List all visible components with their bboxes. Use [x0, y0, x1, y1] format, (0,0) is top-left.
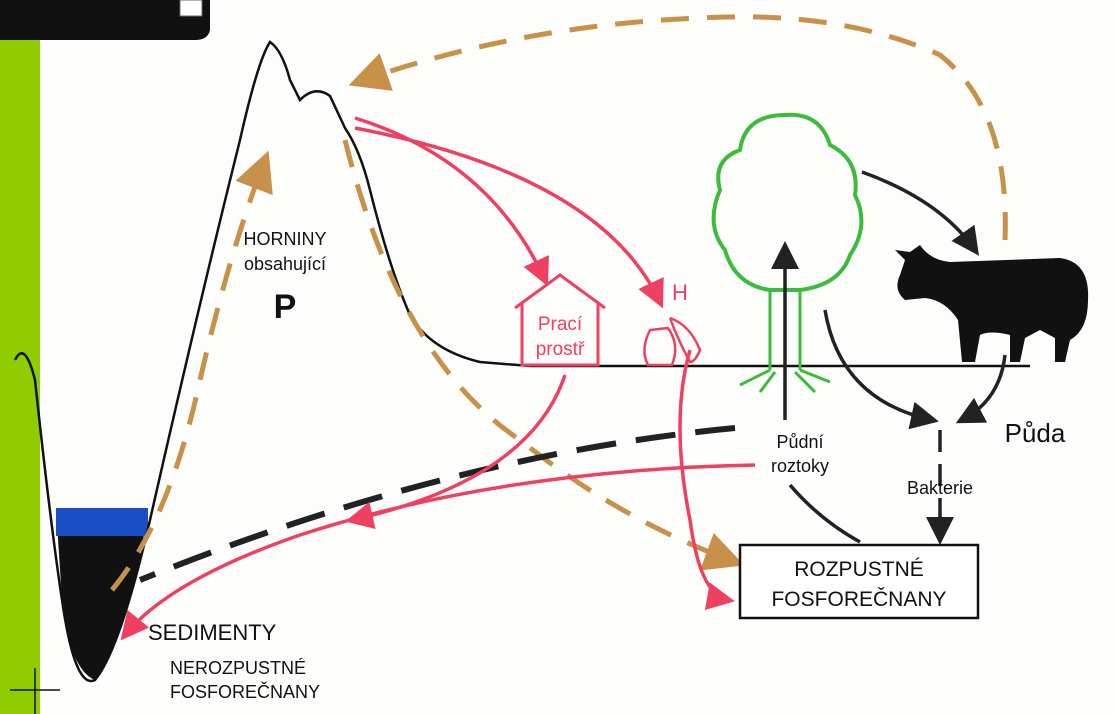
- soluble-label: ROZPUSTNÉ: [794, 558, 924, 581]
- rocks-label: HORNINY: [243, 229, 326, 249]
- detergent-label: Prací: [538, 314, 583, 335]
- detergent-label: prostř: [536, 339, 585, 360]
- rocks-symbol: P: [274, 288, 297, 326]
- corner-dark: [0, 0, 210, 40]
- bacteria-label: Bakterie: [907, 478, 973, 498]
- rocks-label: obsahující: [244, 254, 326, 274]
- sediments-label: SEDIMENTY: [148, 620, 277, 645]
- soil-label: Půda: [1005, 418, 1066, 448]
- insoluble-label: FOSFOREČNANY: [170, 681, 320, 702]
- insoluble-label: NEROZPUSTNÉ: [170, 658, 306, 678]
- soil-solution-label: roztoky: [771, 456, 829, 476]
- soil-solution-label: Půdní: [776, 432, 823, 452]
- diagram: HORNINY obsahující P Prací prostř H Půdn…: [0, 0, 1115, 714]
- fertilizer-symbol: H: [672, 280, 688, 305]
- corner-box: [180, 0, 202, 16]
- water: [56, 508, 148, 536]
- soluble-label: FOSFOREČNANY: [771, 588, 946, 611]
